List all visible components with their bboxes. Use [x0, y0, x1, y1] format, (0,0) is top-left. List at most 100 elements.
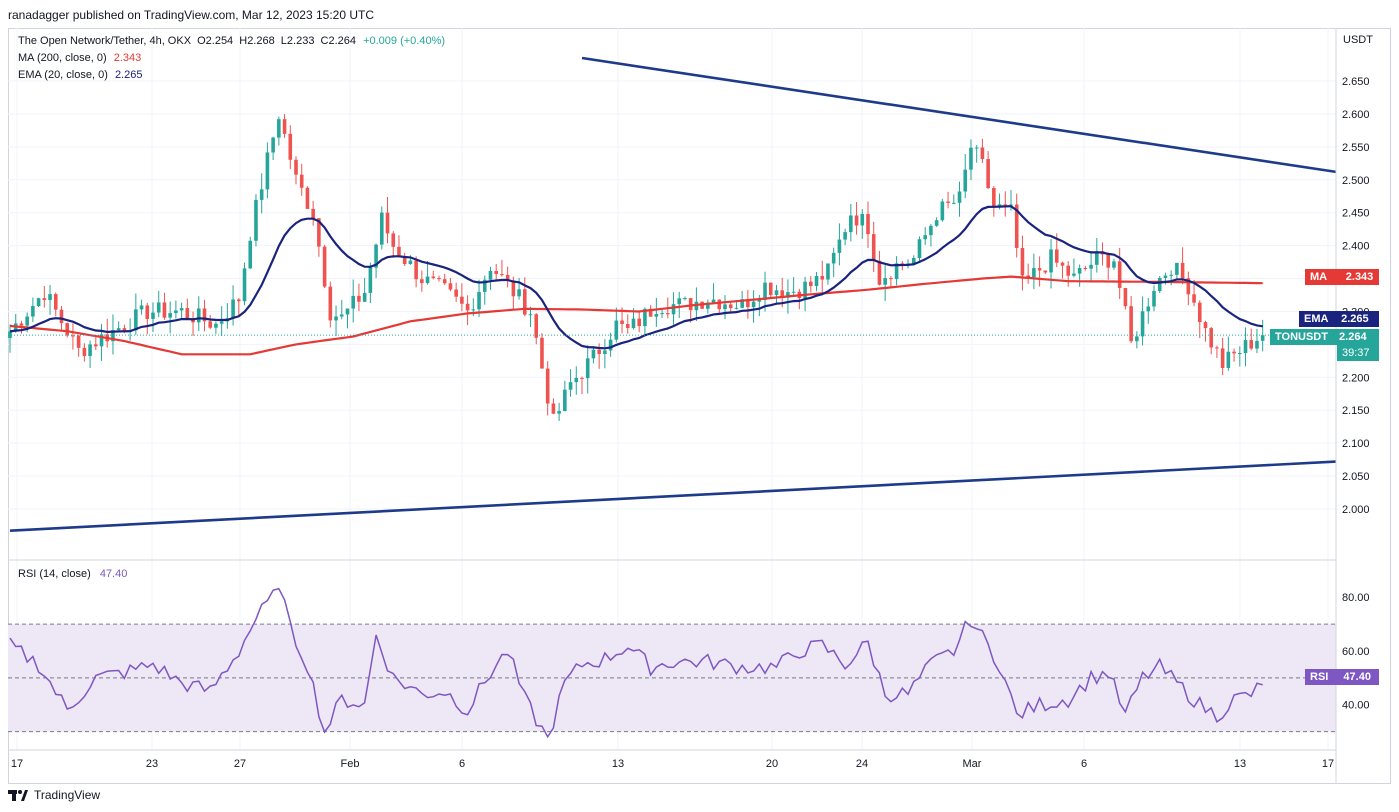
tradingview-logo-icon: [8, 790, 28, 801]
candle-body: [957, 191, 962, 203]
candle-body: [1135, 336, 1139, 342]
candle-body: [19, 323, 24, 326]
candle-body: [448, 283, 453, 290]
candle-body: [1095, 251, 1099, 265]
ema-tag-value: 2.265: [1341, 313, 1369, 325]
candle-body: [826, 263, 830, 280]
candle-body: [1060, 262, 1065, 266]
candle-body: [1123, 287, 1128, 307]
candle-body: [116, 328, 121, 331]
candle-body: [397, 246, 401, 257]
candle-body: [99, 334, 104, 347]
candle-body: [1146, 306, 1151, 312]
price-tick-label: 2.000: [1342, 504, 1370, 516]
candle-body: [202, 308, 207, 322]
chart-frame[interactable]: [8, 28, 1391, 784]
ema-legend[interactable]: EMA (20, close, 0) 2.265: [18, 69, 142, 81]
candle-body: [328, 286, 333, 321]
candle-body: [208, 321, 212, 328]
candle-body: [334, 316, 338, 321]
candle-body: [814, 276, 819, 287]
price-tick-label: 2.500: [1342, 175, 1370, 187]
candle-body: [1163, 275, 1168, 278]
candle-body: [265, 152, 270, 190]
candle-body: [420, 279, 424, 284]
candle-body: [774, 290, 779, 295]
candle-body: [660, 313, 664, 315]
candle-body: [1220, 348, 1225, 368]
candle-body: [574, 377, 579, 383]
ma-legend-label: MA (200, close, 0): [18, 52, 107, 64]
candle-body: [545, 368, 550, 404]
brand-name: TradingView: [34, 788, 101, 802]
candle-body: [1180, 262, 1185, 279]
rsi-legend[interactable]: RSI (14, close) 47.40: [18, 568, 127, 580]
candle-body: [1152, 291, 1156, 307]
candle-body: [540, 337, 544, 369]
candle-body: [271, 137, 275, 153]
time-tick-label: 17: [11, 758, 23, 770]
candle-body: [1009, 204, 1013, 206]
ma-tag-value: 2.343: [1345, 271, 1374, 283]
symbol-title: The Open Network/Tether, 4h, OKX: [18, 35, 192, 47]
candle-body: [534, 314, 539, 338]
candle-body: [820, 276, 825, 280]
candle-body: [25, 316, 29, 326]
candle-body: [500, 274, 504, 276]
ma-legend[interactable]: MA (200, close, 0) 2.343: [18, 52, 141, 64]
candle-body: [969, 147, 973, 170]
time-tick-label: 17: [1322, 758, 1334, 770]
candle-body: [231, 299, 235, 319]
tradingview-footer[interactable]: TradingView: [8, 788, 100, 802]
candle-body: [717, 299, 722, 310]
last-price-tag: TONUSDT 2.264: [1270, 329, 1379, 345]
candle-body: [706, 302, 710, 309]
symbol-legend[interactable]: The Open Network/Tether, 4h, OKX O2.254 …: [18, 35, 445, 47]
ohlc-change: +0.009 (+0.40%): [363, 35, 446, 47]
candle-body: [357, 295, 361, 302]
candle-body: [82, 347, 87, 357]
time-tick-label: Feb: [341, 758, 360, 770]
candle-body: [768, 282, 773, 295]
candle-body: [603, 350, 607, 354]
candle-body: [174, 310, 178, 314]
rsi-legend-label: RSI (14, close): [18, 568, 91, 580]
ema-legend-label: EMA (20, close, 0): [18, 69, 108, 81]
candle-body: [402, 256, 407, 264]
time-tick-label: 6: [459, 758, 465, 770]
candle-body: [757, 299, 762, 302]
candle-body: [620, 320, 624, 325]
candle-body: [196, 308, 201, 323]
time-tick-label: 24: [856, 758, 868, 770]
publisher-header: ranadagger published on TradingView.com,…: [8, 8, 375, 22]
rsi-guides: [8, 623, 1336, 733]
candle-body: [1054, 249, 1059, 263]
rsi-line: [9, 587, 1263, 739]
price-tick-label: 2.100: [1342, 438, 1370, 450]
candle-body: [282, 119, 287, 134]
candle-body: [1037, 268, 1042, 271]
price-tick-label: 2.600: [1342, 109, 1370, 121]
candle-body: [248, 240, 253, 269]
time-tick-label: 6: [1081, 758, 1087, 770]
candle-body: [986, 159, 990, 189]
candle-body: [214, 323, 218, 328]
ma-tag-label: MA: [1310, 271, 1327, 283]
candle-body: [597, 349, 601, 354]
candle-body: [666, 313, 670, 315]
price-tick-label: 2.450: [1342, 208, 1370, 220]
candle-body: [1020, 248, 1025, 276]
candle-body: [471, 309, 476, 311]
candle-body: [380, 212, 384, 245]
price-axis-unit: USDT: [1343, 34, 1373, 46]
candle-body: [1249, 340, 1254, 349]
candle-body: [351, 295, 355, 309]
candle-body: [162, 302, 167, 318]
candle-body: [1197, 302, 1202, 323]
candle-body: [156, 302, 161, 313]
candle-body: [442, 279, 447, 284]
candle-body: [883, 278, 887, 285]
price-axis: 2.6502.6002.5502.5002.4502.4002.3502.300…: [1342, 76, 1370, 516]
candle-body: [385, 212, 390, 234]
